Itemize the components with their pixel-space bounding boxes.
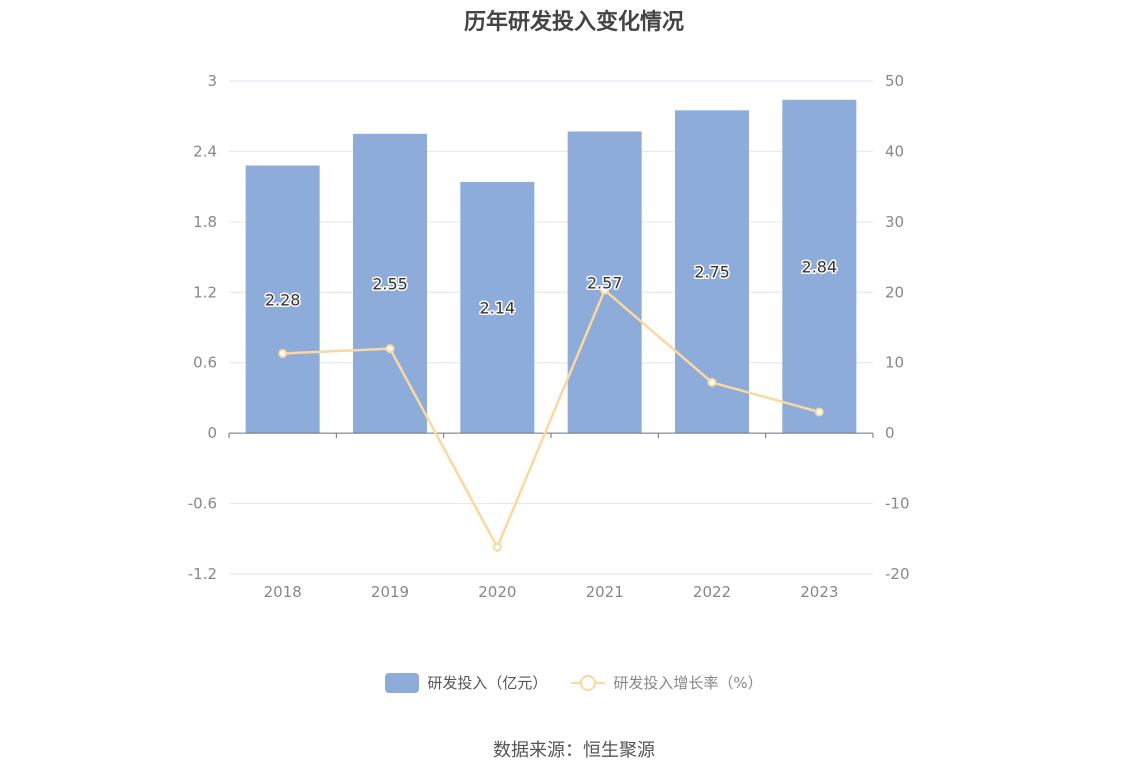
y-right-tick-label: 10 bbox=[885, 354, 904, 372]
bar-data-label: 2.55 bbox=[372, 274, 408, 293]
legend-bar-swatch bbox=[385, 672, 420, 693]
y-right-tick-label: 30 bbox=[885, 213, 904, 231]
chart-title: 历年研发投入变化情况 bbox=[463, 10, 684, 35]
x-tick-label: 2023 bbox=[800, 583, 838, 601]
y-left-tick-label: -1.2 bbox=[188, 565, 217, 583]
bar-data-label: 2.28 bbox=[265, 290, 301, 309]
bar bbox=[460, 181, 535, 434]
gridlines bbox=[229, 80, 873, 575]
line-point bbox=[600, 285, 610, 295]
y-left-tick-label: 3 bbox=[207, 72, 217, 90]
bar-data-label: 2.75 bbox=[694, 263, 730, 282]
bar bbox=[567, 131, 642, 434]
y-right-tick-label: 20 bbox=[885, 283, 904, 301]
y-right-tick-label: 0 bbox=[885, 424, 895, 442]
data-labels: 2.28 2.55 2.14 2.57 2.75 2.84 bbox=[263, 256, 838, 319]
bar-series bbox=[245, 99, 857, 434]
line-series bbox=[278, 285, 824, 552]
line-point bbox=[385, 344, 395, 354]
chart-plot: 3 2.4 1.8 1.2 0.6 0 -0.6 -1.2 50 40 30 20 10 0 -10 -20 2… bbox=[188, 72, 910, 601]
y-left-tick-label: 0.6 bbox=[193, 354, 217, 372]
y-right-tick-label: -20 bbox=[885, 565, 910, 583]
line-point bbox=[707, 377, 717, 387]
y-left-tick-label: 0 bbox=[207, 424, 217, 442]
y-right-tick-label: -10 bbox=[885, 495, 910, 513]
growth-rate-line bbox=[282, 288, 820, 551]
legend-item-rd-investment[interactable]: 研发投入（亿元） bbox=[385, 672, 547, 693]
y-left-tick-label: 2.4 bbox=[193, 142, 217, 160]
x-tick-label: 2022 bbox=[693, 583, 731, 601]
x-tick-label: 2019 bbox=[371, 583, 409, 601]
bar-data-label: 2.14 bbox=[480, 299, 516, 318]
source-note: 数据来源：恒生聚源 bbox=[493, 740, 655, 761]
bar bbox=[353, 133, 427, 434]
bar bbox=[782, 99, 857, 434]
legend-line-swatch bbox=[571, 673, 606, 693]
line-point bbox=[814, 407, 824, 417]
x-tick-label: 2021 bbox=[586, 583, 624, 601]
y-right-tick-label: 40 bbox=[885, 142, 904, 160]
line-point bbox=[492, 542, 502, 552]
y-left-tick-label: 1.2 bbox=[193, 283, 217, 301]
bar-data-label: 2.57 bbox=[587, 273, 623, 292]
legend-label-growth-rate: 研发投入增长率（%） bbox=[613, 674, 763, 692]
x-tick-label: 2018 bbox=[264, 583, 302, 601]
legend: 研发投入（亿元） 研发投入增长率（%） bbox=[0, 672, 1148, 693]
y-left-tick-label: -0.6 bbox=[188, 495, 217, 513]
bar bbox=[245, 165, 320, 434]
y-right-tick-label: 50 bbox=[885, 72, 904, 90]
legend-label-rd-investment: 研发投入（亿元） bbox=[427, 674, 548, 692]
x-tick-label: 2020 bbox=[478, 583, 516, 601]
axes: 3 2.4 1.8 1.2 0.6 0 -0.6 -1.2 50 40 30 20 10 0 -10 -20 2… bbox=[188, 72, 910, 601]
line-point bbox=[278, 349, 288, 359]
legend-item-growth-rate[interactable]: 研发投入增长率（%） bbox=[571, 672, 763, 693]
bar-data-label: 2.84 bbox=[802, 257, 838, 276]
y-left-tick-label: 1.8 bbox=[193, 213, 217, 231]
